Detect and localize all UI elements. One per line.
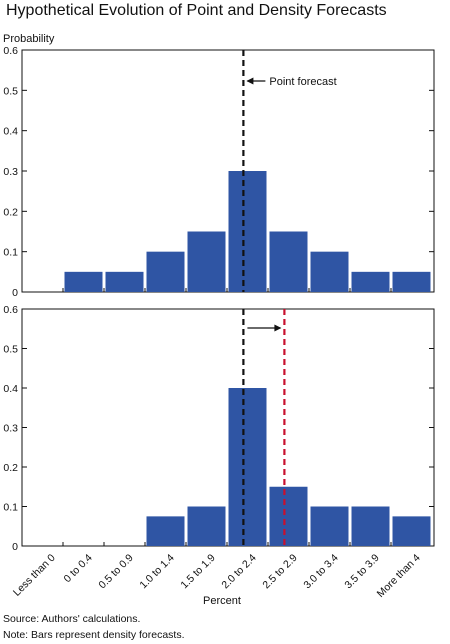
y-tick-label: 0.4 [3, 126, 18, 138]
plot-frame [21, 49, 435, 293]
y-tick-label: 0 [12, 287, 18, 299]
x-tick-label: 2.0 to 2.4 [219, 552, 259, 592]
x-tick-label: 1.5 to 1.9 [178, 552, 218, 592]
bar [64, 271, 103, 292]
bar [146, 516, 185, 546]
bar [187, 506, 226, 546]
x-tick-label: 1.0 to 1.4 [137, 552, 177, 592]
y-tick-label: 0.4 [3, 383, 18, 395]
x-axis-title: Percent [203, 595, 241, 607]
y-tick-label: 0.2 [3, 206, 18, 218]
annotation-label: Point forecast [269, 76, 336, 88]
bar [392, 271, 431, 292]
y-tick-label: 0.3 [3, 166, 18, 178]
chart-title: Hypothetical Evolution of Point and Dens… [6, 2, 387, 19]
bar [146, 251, 185, 292]
footnote: Note: Bars represent density forecasts. [3, 629, 185, 641]
x-tick-label: Less than 0 [11, 552, 58, 599]
x-tick-label: 0 to 0.4 [62, 552, 95, 585]
source-note: Source: Authors' calculations. [3, 613, 141, 625]
x-tick-label: 3.5 to 3.9 [342, 552, 382, 592]
y-tick-label: 0.6 [3, 45, 18, 57]
y-tick-label: 0.6 [3, 304, 18, 316]
y-axis-title: Probability [3, 33, 55, 45]
bottom-panel: 0 0.1 0.2 0.3 0.4 0.5 0.6 [3, 304, 435, 553]
annotation-arrowhead [246, 77, 254, 85]
y-tick-label: 0.5 [3, 344, 18, 356]
y-tick-label: 0.1 [3, 502, 18, 514]
bar [187, 231, 226, 292]
bar [269, 231, 308, 292]
shift-arrowhead [274, 324, 282, 332]
bar [351, 506, 390, 546]
x-tick-label: 3.0 to 3.4 [301, 552, 341, 592]
bar [310, 251, 349, 292]
bar [351, 271, 390, 292]
x-tick-label: 2.5 to 2.9 [260, 552, 300, 592]
y-tick-label: 0.2 [3, 462, 18, 474]
x-tick-label: 0.5 to 0.9 [96, 552, 136, 592]
bar [269, 486, 308, 546]
y-tick-label: 0.5 [3, 85, 18, 97]
bar [310, 506, 349, 546]
y-tick-label: 0 [12, 541, 18, 553]
x-tick-label: More than 4 [375, 552, 423, 600]
bar [228, 388, 267, 546]
bar [392, 516, 431, 546]
bar [105, 271, 144, 292]
y-tick-label: 0.1 [3, 247, 18, 259]
bar [228, 171, 267, 292]
y-tick-label: 0.3 [3, 423, 18, 435]
